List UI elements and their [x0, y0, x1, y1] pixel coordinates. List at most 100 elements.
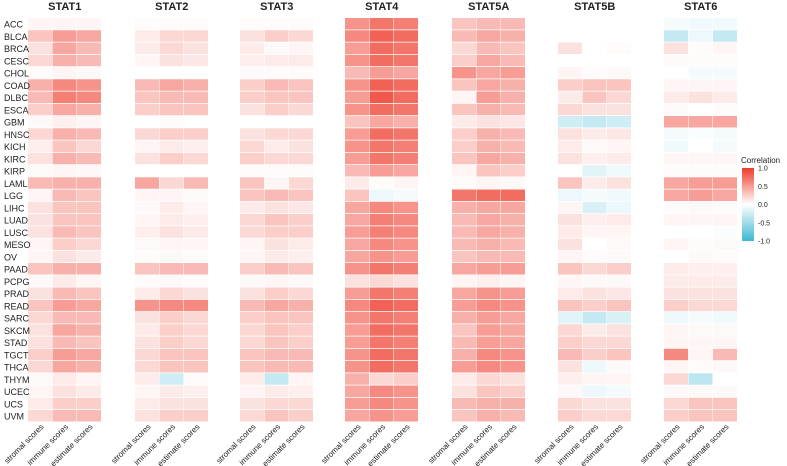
heatmap-cell	[184, 410, 208, 422]
heatmap-cell	[664, 165, 688, 177]
heatmap-cell	[52, 18, 77, 30]
heatmap-cell	[289, 238, 313, 250]
heatmap-cell	[394, 299, 418, 312]
heatmap-cell	[135, 189, 159, 201]
heatmap-cell	[184, 42, 208, 54]
heatmap-cell	[476, 79, 501, 91]
heatmap-cell	[688, 79, 713, 91]
heatmap-cell	[289, 54, 313, 67]
heatmap-cell	[664, 385, 688, 397]
heatmap-cell	[713, 214, 737, 226]
heatmap-cell	[135, 361, 159, 373]
heatmap-cell	[135, 177, 159, 189]
heatmap-cell	[28, 410, 52, 422]
heatmap-cell	[688, 116, 713, 128]
heatmap-cell	[52, 312, 77, 324]
heatmap-cell	[664, 30, 688, 42]
heatmap-cell	[501, 312, 525, 324]
heatmap-cell	[369, 275, 394, 287]
heatmap-cell	[582, 385, 607, 397]
heatmap-cell	[289, 67, 313, 79]
heatmap-cell	[607, 42, 631, 54]
heatmap-cell	[289, 189, 313, 201]
heatmap-cell	[501, 189, 525, 201]
heatmap-cell	[345, 30, 369, 42]
heatmap-cell	[264, 312, 289, 324]
heatmap-cell	[688, 201, 713, 214]
heatmap-cell	[476, 250, 501, 263]
heatmap-cell	[135, 201, 159, 214]
heatmap-cell	[184, 275, 208, 287]
heatmap-cell	[452, 361, 476, 373]
heatmap-cell	[369, 116, 394, 128]
heatmap-cell	[28, 116, 52, 128]
heatmap-cell	[264, 18, 289, 30]
heatmap-cell	[582, 189, 607, 201]
heatmap-cell	[77, 79, 101, 91]
heatmap-cell	[452, 312, 476, 324]
heatmap-cell	[607, 348, 631, 361]
heatmap-cell	[713, 250, 737, 263]
heatmap-cell	[476, 152, 501, 165]
heatmap-cell	[713, 361, 737, 373]
heatmap-cell	[77, 250, 101, 263]
heatmap-cell	[582, 201, 607, 214]
heatmap-cell	[713, 348, 737, 361]
heatmap-cell	[664, 103, 688, 116]
heatmap-cell	[77, 128, 101, 140]
heatmap-cell	[135, 30, 159, 42]
heatmap-cell	[713, 67, 737, 79]
heatmap-cell	[28, 152, 52, 165]
heatmap-cell	[394, 189, 418, 201]
heatmap-cell	[476, 165, 501, 177]
heatmap-cell	[369, 189, 394, 201]
heatmap-cell	[28, 250, 52, 263]
heatmap-cell	[713, 140, 737, 152]
heatmap-cell	[688, 324, 713, 336]
heatmap-cell	[159, 67, 184, 79]
heatmap-cell	[28, 348, 52, 361]
heatmap-cell	[135, 54, 159, 67]
heatmap-cell	[264, 91, 289, 103]
heatmap-cell	[135, 299, 159, 312]
heatmap-cell	[664, 140, 688, 152]
heatmap-cell	[369, 410, 394, 422]
heatmap-cell	[452, 79, 476, 91]
heatmap-cell	[664, 373, 688, 385]
heatmap-cell	[159, 385, 184, 397]
heatmap-cell	[240, 54, 264, 67]
heatmap-cell	[345, 324, 369, 336]
heatmap-cell	[501, 177, 525, 189]
heatmap-cell	[394, 324, 418, 336]
heatmap-cell	[240, 373, 264, 385]
heatmap-cell	[345, 226, 369, 238]
heatmap-cell	[289, 201, 313, 214]
heatmap-cell	[159, 312, 184, 324]
heatmap-cell	[264, 385, 289, 397]
heatmap-cell	[558, 250, 582, 263]
heatmap-cell	[159, 30, 184, 42]
heatmap-cell	[664, 152, 688, 165]
heatmap-cell	[240, 348, 264, 361]
heatmap-cell	[240, 361, 264, 373]
heatmap-cell	[77, 361, 101, 373]
heatmap-cell	[501, 54, 525, 67]
heatmap-cell	[264, 238, 289, 250]
heatmap-cell	[159, 201, 184, 214]
heatmap-cell	[345, 348, 369, 361]
heatmap-cell	[52, 226, 77, 238]
heatmap-cell	[345, 177, 369, 189]
heatmap-cell	[184, 18, 208, 30]
heatmap-cell	[582, 128, 607, 140]
heatmap-cell	[452, 299, 476, 312]
heatmap-cell	[476, 103, 501, 116]
heatmap-cell	[713, 238, 737, 250]
heatmap-cell	[713, 201, 737, 214]
heatmap-cell	[582, 324, 607, 336]
heatmap-cell	[369, 18, 394, 30]
heatmap-cell	[688, 42, 713, 54]
legend: Correlation 1.0 0.5 0.0 -0.5 -1.0	[741, 156, 780, 246]
heatmap-cell	[264, 250, 289, 263]
heatmap-cell	[688, 373, 713, 385]
